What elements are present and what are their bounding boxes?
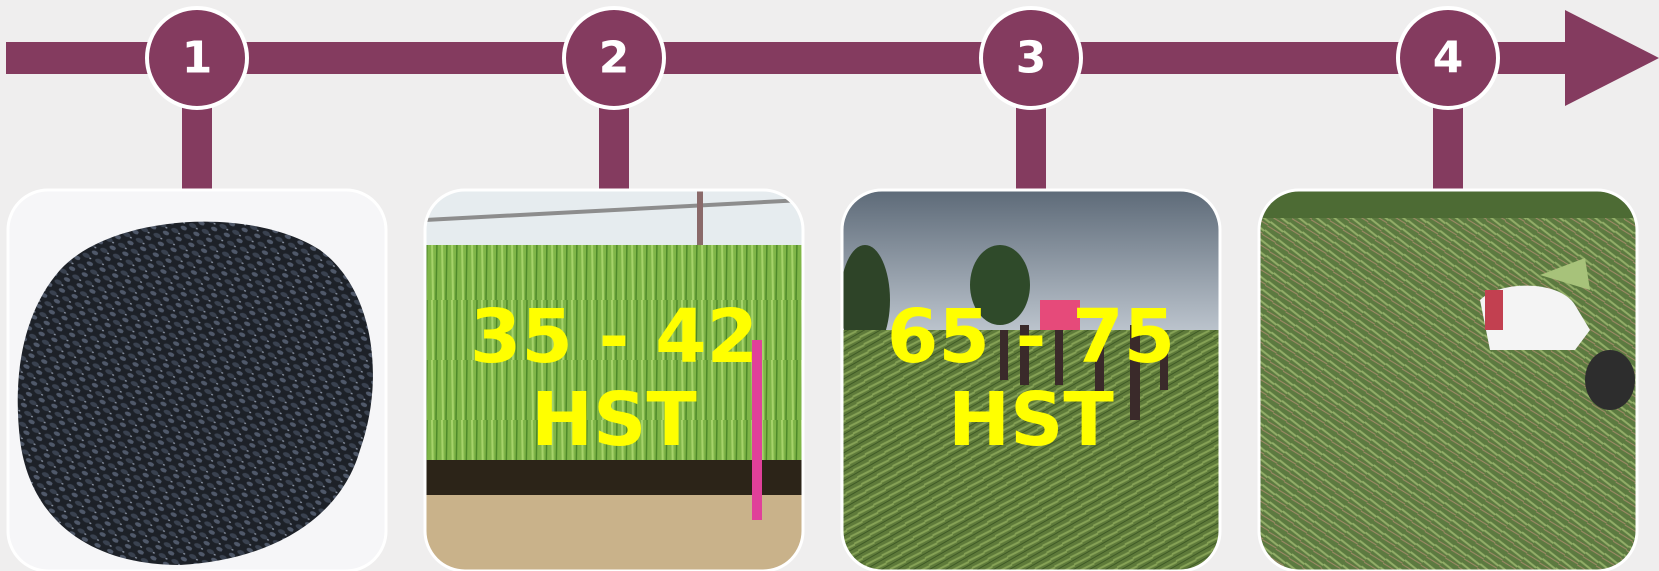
step-label: HST xyxy=(531,377,697,463)
step-label: 65 - 75 xyxy=(887,294,1175,380)
step-marker: 1 xyxy=(147,8,247,108)
step-marker: 4 xyxy=(1398,8,1498,108)
photo-harvest xyxy=(1259,190,1637,571)
step-marker: 3 xyxy=(981,8,1081,108)
page: {"steps": [ {"number": "1"}, {"number": … xyxy=(0,0,1659,571)
step-label: HST xyxy=(948,377,1114,463)
step-number: 2 xyxy=(599,33,630,84)
step-number: 1 xyxy=(182,33,213,84)
step-number: 4 xyxy=(1433,33,1464,84)
arrow-head xyxy=(1565,10,1659,106)
photo-seeds xyxy=(8,190,386,571)
step-marker: 2 xyxy=(564,8,664,108)
step-number: 3 xyxy=(1016,33,1047,84)
timeline-diagram: 1 2 3 4 35 - 42 HST xyxy=(0,0,1659,571)
step-label: 35 - 42 xyxy=(470,294,758,380)
